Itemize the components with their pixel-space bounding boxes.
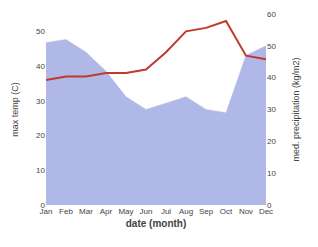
svg-text:40: 40 bbox=[267, 73, 276, 82]
svg-text:max temp (C): max temp (C) bbox=[10, 82, 20, 137]
svg-text:Jun: Jun bbox=[140, 207, 153, 216]
svg-text:Mar: Mar bbox=[79, 207, 93, 216]
svg-text:Sep: Sep bbox=[199, 207, 214, 216]
svg-text:60: 60 bbox=[267, 10, 276, 19]
svg-text:Dec: Dec bbox=[259, 207, 273, 216]
svg-text:20: 20 bbox=[36, 131, 45, 140]
svg-text:med. precipitation (kg/m2): med. precipitation (kg/m2) bbox=[291, 57, 301, 161]
svg-text:30: 30 bbox=[36, 97, 45, 106]
svg-text:10: 10 bbox=[267, 169, 276, 178]
svg-text:0: 0 bbox=[267, 201, 272, 210]
svg-text:May: May bbox=[118, 207, 133, 216]
svg-text:20: 20 bbox=[267, 137, 276, 146]
svg-text:Nov: Nov bbox=[239, 207, 253, 216]
svg-text:30: 30 bbox=[267, 105, 276, 114]
svg-text:Feb: Feb bbox=[59, 207, 73, 216]
svg-text:date (month): date (month) bbox=[126, 218, 187, 229]
svg-text:Jan: Jan bbox=[40, 207, 53, 216]
svg-text:Aug: Aug bbox=[179, 207, 193, 216]
svg-text:50: 50 bbox=[267, 42, 276, 51]
svg-text:Apr: Apr bbox=[100, 207, 113, 216]
svg-text:0: 0 bbox=[41, 201, 46, 210]
svg-text:50: 50 bbox=[36, 27, 45, 36]
svg-text:Jul: Jul bbox=[161, 207, 171, 216]
svg-text:Oct: Oct bbox=[220, 207, 233, 216]
svg-text:40: 40 bbox=[36, 62, 45, 71]
svg-text:10: 10 bbox=[36, 166, 45, 175]
